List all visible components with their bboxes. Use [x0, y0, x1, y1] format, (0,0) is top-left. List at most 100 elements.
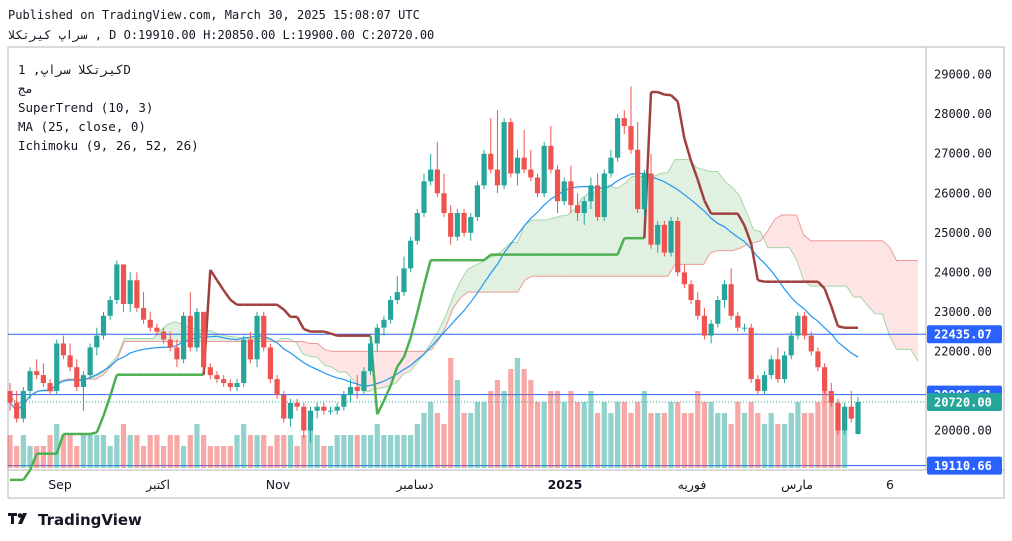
candle[interactable] [274, 379, 280, 395]
legend-ichimoku[interactable]: Ichimoku (9, 26, 52, 26) [18, 138, 199, 153]
tradingview-brand[interactable]: TradingView [8, 511, 142, 529]
candle[interactable] [775, 359, 781, 380]
candle[interactable] [494, 169, 501, 186]
candle[interactable] [401, 268, 407, 293]
candle[interactable] [721, 284, 728, 301]
candle[interactable] [548, 145, 554, 170]
candle[interactable] [60, 343, 67, 356]
candle[interactable] [394, 292, 400, 301]
candle[interactable] [554, 169, 561, 202]
candle[interactable] [87, 347, 93, 376]
candle[interactable] [94, 335, 100, 348]
candle[interactable] [361, 371, 367, 391]
time-axis[interactable] [7, 469, 1005, 499]
candle[interactable] [54, 343, 60, 391]
candle[interactable] [448, 213, 454, 237]
candle[interactable] [588, 185, 594, 202]
candle[interactable] [481, 153, 487, 186]
candle[interactable] [808, 335, 814, 352]
candle[interactable] [594, 185, 601, 217]
candle[interactable] [34, 371, 40, 376]
candle[interactable] [408, 240, 414, 269]
candle[interactable] [154, 327, 160, 332]
candle[interactable] [755, 379, 761, 391]
candle[interactable] [14, 402, 20, 419]
candle[interactable] [40, 375, 46, 384]
candle[interactable] [327, 410, 334, 412]
candle[interactable] [835, 402, 841, 431]
candle[interactable] [321, 406, 327, 411]
candle[interactable] [501, 122, 507, 186]
candle[interactable] [688, 284, 694, 301]
candle[interactable] [668, 220, 674, 253]
candle[interactable] [194, 311, 200, 348]
legend-symbol[interactable]: کیرتکلا سراپ, 1D [18, 62, 131, 77]
candle[interactable] [568, 181, 574, 206]
candle[interactable] [347, 386, 354, 395]
candle[interactable] [414, 213, 420, 241]
candle[interactable] [461, 213, 467, 233]
candle[interactable] [655, 224, 661, 245]
candle[interactable] [728, 284, 734, 316]
candle[interactable] [267, 347, 274, 380]
candle[interactable] [675, 220, 681, 273]
candle[interactable] [294, 402, 300, 407]
candle[interactable] [488, 153, 494, 170]
candle[interactable] [381, 319, 387, 328]
candle[interactable] [508, 122, 514, 174]
candle[interactable] [735, 315, 741, 328]
candle[interactable] [635, 149, 641, 210]
candle[interactable] [261, 315, 267, 348]
candle[interactable] [661, 224, 667, 253]
candle[interactable] [247, 339, 253, 360]
candle[interactable] [474, 185, 481, 217]
candle[interactable] [628, 126, 634, 150]
candle[interactable] [314, 406, 320, 411]
candle[interactable] [354, 386, 360, 391]
plot-area[interactable] [7, 46, 927, 471]
candle[interactable] [454, 213, 460, 237]
candle[interactable] [761, 375, 768, 391]
legend-supertrend[interactable]: SuperTrend (10, 3) [18, 100, 154, 115]
candle[interactable] [114, 264, 120, 301]
candle[interactable] [74, 367, 80, 387]
candle[interactable] [334, 406, 340, 411]
candle[interactable] [601, 173, 607, 217]
candle[interactable] [387, 300, 394, 320]
candle[interactable] [227, 383, 233, 387]
candle[interactable] [561, 181, 567, 202]
candle[interactable] [541, 145, 547, 194]
candle[interactable] [695, 300, 701, 316]
candle[interactable] [147, 319, 153, 328]
candle[interactable] [307, 410, 314, 431]
candle[interactable] [134, 280, 140, 308]
candle[interactable] [341, 394, 347, 407]
candle[interactable] [174, 347, 180, 360]
candle[interactable] [801, 315, 808, 336]
candle[interactable] [7, 390, 13, 403]
candle[interactable] [441, 193, 447, 214]
candle[interactable] [207, 367, 213, 376]
candle[interactable] [201, 311, 207, 368]
candle[interactable] [281, 394, 287, 419]
candle[interactable] [428, 169, 434, 182]
candle[interactable] [100, 315, 107, 336]
candle[interactable] [120, 264, 127, 304]
candle[interactable] [822, 367, 828, 391]
legend-ma[interactable]: MA (25, close, 0) [18, 119, 146, 134]
candle[interactable] [681, 272, 687, 285]
candle[interactable] [234, 383, 240, 387]
candle[interactable] [421, 181, 427, 214]
candle[interactable] [741, 327, 748, 329]
candle[interactable] [648, 173, 654, 245]
candle[interactable] [521, 157, 527, 170]
candle[interactable] [848, 406, 854, 419]
candle[interactable] [47, 383, 53, 391]
candle[interactable] [534, 177, 541, 194]
candle[interactable] [254, 315, 260, 360]
candle[interactable] [621, 118, 627, 127]
candle[interactable] [107, 300, 113, 316]
candle[interactable] [581, 201, 587, 214]
candle[interactable] [374, 327, 380, 344]
candle[interactable] [127, 280, 133, 304]
